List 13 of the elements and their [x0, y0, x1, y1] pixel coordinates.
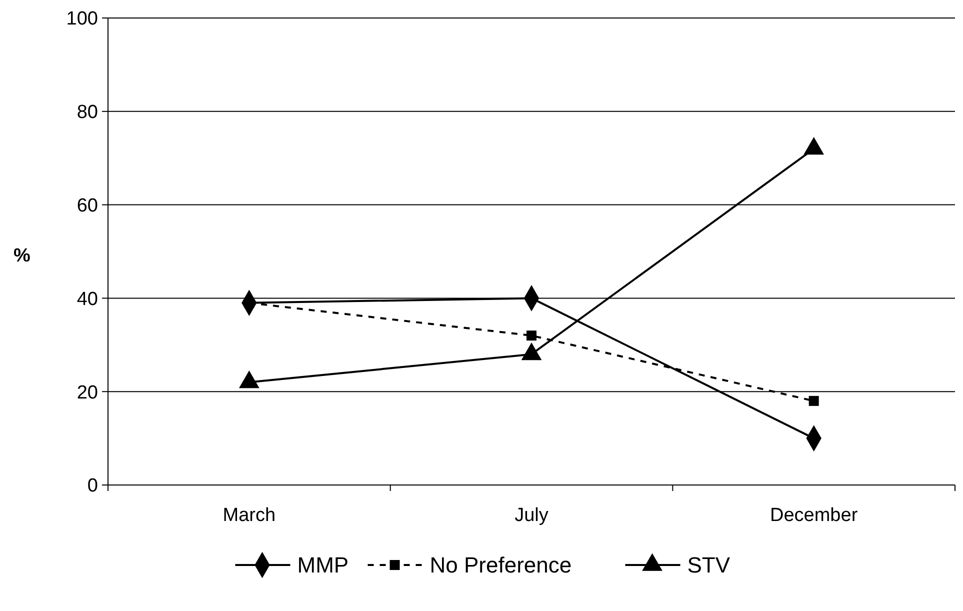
legend-label: No Preference: [430, 552, 572, 578]
y-axis-title: %: [14, 246, 31, 266]
legend-label: MMP: [297, 552, 349, 578]
y-tick-label: 20: [76, 382, 98, 404]
x-tick-label: December: [770, 505, 858, 526]
x-tick-label: March: [222, 505, 276, 526]
x-tick-label: July: [514, 505, 549, 526]
y-tick-label: 80: [76, 102, 98, 124]
y-tick-label: 0: [87, 476, 98, 497]
y-tick-label: 60: [76, 195, 98, 216]
legend-label: STV: [687, 552, 730, 578]
y-tick-label: 100: [66, 8, 98, 30]
y-tick-label: 40: [76, 288, 98, 310]
